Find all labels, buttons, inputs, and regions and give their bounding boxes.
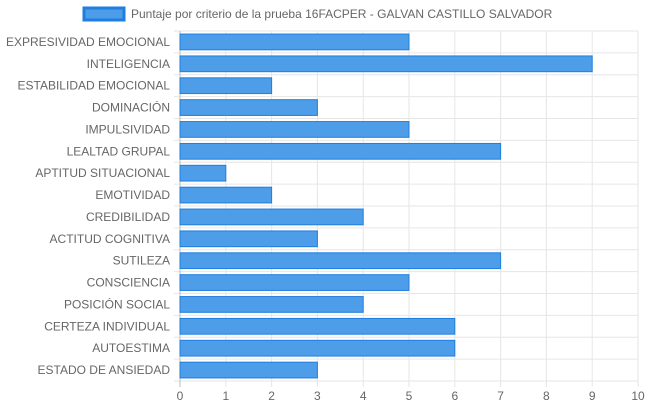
- x-tick-label: 4: [360, 389, 367, 403]
- x-tick-label: 3: [314, 389, 321, 403]
- bar[interactable]: [179, 252, 502, 270]
- bar[interactable]: [179, 339, 456, 357]
- category-label: LEALTAD GRUPAL: [67, 144, 171, 158]
- category-label: EXPRESIVIDAD EMOCIONAL: [6, 35, 170, 49]
- category-label: DOMINACIÓN: [92, 100, 170, 115]
- bar[interactable]: [179, 33, 410, 51]
- x-tick-label: 0: [177, 389, 184, 403]
- category-label: IMPULSIVIDAD: [85, 122, 170, 136]
- bar[interactable]: [179, 361, 318, 379]
- category-label: ESTABILIDAD EMOCIONAL: [18, 79, 171, 93]
- x-tick-label: 5: [406, 389, 413, 403]
- x-tick-label: 1: [222, 389, 229, 403]
- x-tick-label: 9: [589, 389, 596, 403]
- x-tick-label: 6: [451, 389, 458, 403]
- legend[interactable]: Puntaje por criterio de la prueba 16FACP…: [82, 6, 553, 22]
- bar[interactable]: [179, 99, 318, 116]
- bar[interactable]: [179, 77, 273, 95]
- bars: [179, 33, 593, 379]
- x-axis-ticks: 0 1 2 3 4 5 6 7 8 9 10: [177, 389, 645, 403]
- bar[interactable]: [179, 121, 410, 138]
- x-tick-label: 8: [543, 389, 550, 403]
- legend-swatch: [82, 6, 126, 22]
- legend-label: Puntaje por criterio de la prueba 16FACP…: [131, 7, 553, 21]
- category-label: INTELIGENCIA: [87, 57, 170, 71]
- category-labels: EXPRESIVIDAD EMOCIONAL INTELIGENCIA ESTABI…: [6, 35, 170, 377]
- category-label: APTITUD SITUACIONAL: [35, 166, 170, 180]
- category-label: CREDIBILIDAD: [86, 210, 170, 224]
- x-tick-label: 2: [268, 389, 275, 403]
- category-label: ESTADO DE ANSIEDAD: [38, 363, 171, 377]
- category-label: CONSCIENCIA: [87, 276, 170, 290]
- x-tick-label: 10: [631, 389, 645, 403]
- category-label: AUTOESTIMA: [92, 341, 170, 355]
- category-label: CERTEZA INDIVIDUAL: [44, 319, 170, 333]
- bar[interactable]: [179, 230, 318, 248]
- bar[interactable]: [179, 296, 364, 313]
- bar[interactable]: [179, 208, 364, 226]
- category-label: ACTITUD COGNITIVA: [50, 232, 170, 246]
- bar[interactable]: [179, 186, 273, 204]
- bar[interactable]: [179, 164, 227, 182]
- x-tick-label: 7: [497, 389, 504, 403]
- category-label: POSICIÓN SOCIAL: [64, 296, 170, 311]
- bar[interactable]: [179, 317, 456, 335]
- category-label: SUTILEZA: [113, 254, 170, 268]
- category-label: EMOTIVIDAD: [95, 188, 170, 202]
- bar[interactable]: [179, 142, 502, 160]
- bar[interactable]: [179, 55, 593, 73]
- bar[interactable]: [179, 274, 410, 291]
